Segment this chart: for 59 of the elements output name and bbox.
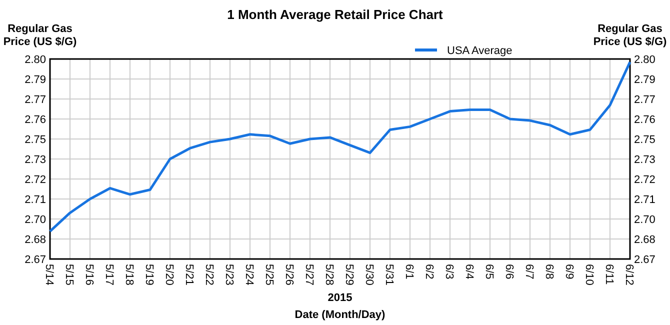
x-tick-label: 5/31 [383,264,395,286]
x-tick-label: 6/10 [583,264,595,286]
y-tick-label: 2.80 [24,54,46,66]
y2-tick-label: 2.80 [634,54,656,66]
x-tick-label: 6/4 [463,264,475,280]
y-tick-label: 2.71 [24,194,46,206]
y2-tick-label: 2.72 [634,174,656,186]
y-axis-title: Regular Gas Price (US $/G) [3,23,78,48]
x-tick-label: 6/5 [483,264,495,280]
x-tick-label: 6/6 [503,264,515,280]
y-tick-label: 2.76 [24,114,46,126]
y-tick-label: 2.72 [24,174,46,186]
legend-label: USA Average [447,45,512,57]
x-tick-label: 5/28 [323,264,335,286]
x-tick-label: 5/23 [223,264,235,286]
y2-tick-label: 2.71 [634,194,656,206]
y2-tick-label: 2.79 [634,74,656,86]
y2-tick-label: 2.67 [634,254,656,266]
x-tick-label: 5/14 [43,264,55,286]
x-tick-label: 5/21 [183,264,195,286]
x-tick-label: 5/25 [263,264,275,286]
x-axis-title: Date (Month/Day) [294,309,386,321]
x-tick-label: 5/22 [203,264,215,286]
x-tick-label: 6/8 [543,264,555,280]
y-tick-label: 2.70 [24,214,46,226]
text: 2015 [328,292,352,304]
y2-axis-title: Regular Gas Price (US $/G) [593,23,668,48]
y2-tick-label: 2.77 [634,94,656,106]
x-tick-label: 5/19 [143,264,155,286]
x-tick-label: 6/3 [443,264,455,280]
y-tick-label: 2.67 [24,254,46,266]
x-tick-label: 6/2 [423,264,435,280]
x-tick-label: 5/26 [283,264,295,286]
x-tick-label: 6/7 [523,264,535,280]
x-tick-label: 6/12 [623,264,635,286]
y-tick-label: 2.79 [24,74,46,86]
x-tick-label: 5/20 [163,264,175,286]
x-tick-label: 5/17 [103,264,115,286]
y2-tick-label: 2.75 [634,134,656,146]
x-tick-label: 6/11 [603,264,615,285]
x-tick-label: 5/16 [83,264,95,286]
y-tick-label: 2.73 [24,154,46,166]
y-tick-label: 2.75 [24,134,46,146]
x-tick-label: 5/30 [363,264,375,286]
x-tick-label: 5/29 [343,264,355,286]
y2-tick-label: 2.70 [634,214,656,226]
y2-tick-label: 2.73 [634,154,656,166]
x-tick-label: 5/18 [123,264,135,286]
chart-title: 1 Month Average Retail Price Chart [227,7,444,22]
y2-tick-label: 2.76 [634,114,656,126]
y-tick-label: 2.77 [24,94,46,106]
y2-tick-label: 2.68 [634,234,656,246]
x-tick-label: 5/15 [63,264,75,286]
x-tick-label: 5/24 [243,264,255,286]
line-series [48,60,632,233]
x-tick-label: 6/9 [563,264,575,280]
y-tick-label: 2.68 [24,234,46,246]
x-tick-label: 6/1 [403,264,415,280]
x-tick-label: 5/27 [303,264,315,286]
